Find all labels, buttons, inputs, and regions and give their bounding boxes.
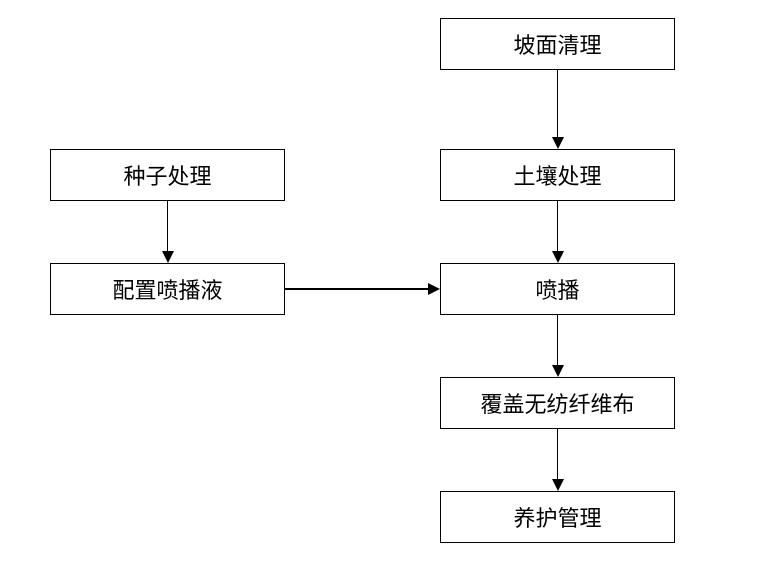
node-seed-treatment: 种子处理 (50, 149, 285, 201)
node-label: 坡面清理 (513, 28, 601, 60)
node-prepare-spray-liquid: 配置喷播液 (50, 263, 285, 315)
arrow-head-down-icon (552, 365, 564, 377)
node-label: 种子处理 (123, 159, 211, 191)
arrow-head-down-icon (552, 251, 564, 263)
node-maintenance: 养护管理 (440, 491, 675, 543)
node-label: 养护管理 (513, 501, 601, 533)
node-label: 土壤处理 (513, 159, 601, 191)
arrow-line (557, 429, 559, 479)
arrow-head-right-icon (428, 283, 440, 295)
arrow-head-down-icon (162, 251, 174, 263)
node-label: 喷播 (535, 273, 579, 305)
arrow-line (557, 70, 559, 137)
arrow-head-down-icon (552, 479, 564, 491)
node-label: 配置喷播液 (112, 273, 222, 305)
node-spray-seeding: 喷播 (440, 263, 675, 315)
node-soil-treatment: 土壤处理 (440, 149, 675, 201)
node-slope-cleaning: 坡面清理 (440, 18, 675, 70)
arrow-line (167, 201, 169, 251)
node-cover-nonwoven: 覆盖无纺纤维布 (440, 377, 675, 429)
arrow-line (557, 201, 559, 251)
arrow-line (557, 315, 559, 365)
arrow-head-down-icon (552, 137, 564, 149)
arrow-line (285, 288, 428, 290)
node-label: 覆盖无纺纤维布 (480, 387, 634, 419)
flowchart-canvas: 坡面清理 种子处理 土壤处理 配置喷播液 喷播 覆盖无纺纤维布 养护管理 (0, 0, 760, 570)
